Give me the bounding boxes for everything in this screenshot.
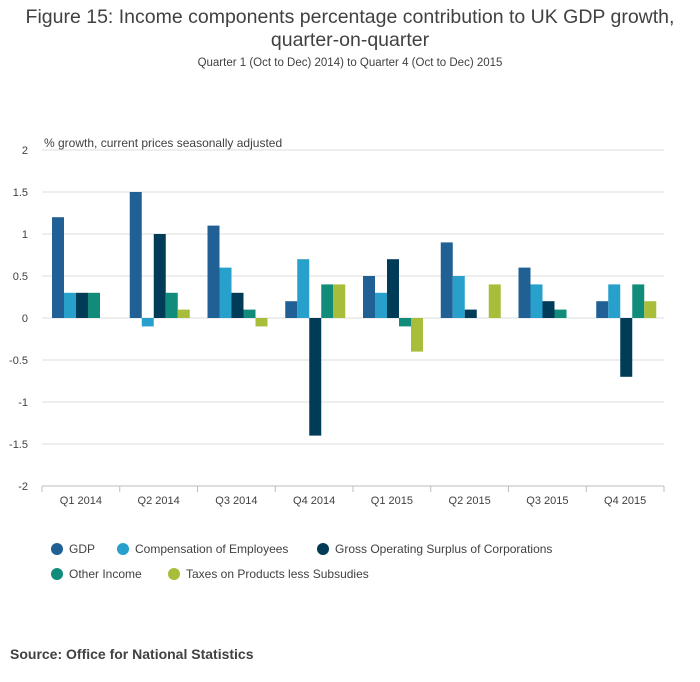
bar-gross-operating-surplus-of-corporations — [309, 318, 322, 436]
bar-compensation-of-employees — [608, 284, 621, 318]
bar-gdp — [285, 301, 298, 318]
bar-taxes-on-products-less-subsudies — [411, 318, 423, 352]
bar-gross-operating-surplus-of-corporations — [153, 234, 166, 318]
bar-other-income — [554, 309, 567, 318]
legend-label: Taxes on Products less Subsudies — [186, 567, 369, 581]
legend-item[interactable]: GDP — [51, 542, 95, 556]
y-tick-label: -1.5 — [9, 439, 28, 451]
bar-gross-operating-surplus-of-corporations — [387, 259, 399, 318]
bar-taxes-on-products-less-subsudies — [177, 309, 190, 318]
bar-other-income — [632, 284, 645, 318]
y-tick-label: 2 — [22, 145, 28, 157]
bar-other-income — [88, 292, 100, 318]
bar-compensation-of-employees — [375, 292, 387, 318]
x-tick-label: Q4 2015 — [604, 495, 646, 507]
bar-compensation-of-employees — [452, 276, 465, 318]
legend-item[interactable]: Taxes on Products less Subsudies — [168, 567, 369, 581]
bar-taxes-on-products-less-subsudies — [255, 318, 268, 327]
bar-chart: 2 1.5 1 0.5 0 -0.5 -1 -1.5 -2 % growth, current p… — [9, 136, 665, 581]
y-tick-label: -1 — [18, 397, 28, 409]
bar-compensation-of-employees — [64, 292, 76, 318]
source-note: Source: Office for National Statistics — [10, 646, 254, 662]
y-tick-label: 1 — [22, 229, 28, 241]
bar-compensation-of-employees — [141, 318, 154, 327]
x-tick-label: Q1 2014 — [60, 495, 102, 507]
x-tick-label: Q3 2015 — [526, 495, 568, 507]
chart-title-line-1: Figure 15: Income components percentage … — [25, 6, 675, 28]
x-tick-label: Q4 2014 — [293, 495, 335, 507]
y-tick-label: 0.5 — [13, 271, 28, 283]
x-tick-label: Q2 2014 — [138, 495, 180, 507]
bar-taxes-on-products-less-subsudies — [333, 284, 346, 318]
x-tick-label: Q1 2015 — [371, 495, 413, 507]
bar-gdp — [596, 301, 609, 318]
bar-gross-operating-surplus-of-corporations — [542, 301, 555, 318]
legend-item[interactable]: Gross Operating Surplus of Corporations — [317, 542, 552, 556]
bar-gdp — [52, 217, 64, 318]
chart-title-line-2: quarter-on-quarter — [270, 29, 430, 51]
bar-other-income — [165, 292, 178, 318]
x-tick-label: Q3 2014 — [215, 495, 257, 507]
bar-compensation-of-employees — [219, 267, 232, 318]
bar-gdp — [207, 225, 220, 318]
bar-other-income — [399, 318, 411, 327]
bar-gross-operating-surplus-of-corporations — [464, 309, 477, 318]
y-tick-label: -0.5 — [9, 355, 28, 367]
y-axis-label: % growth, current prices seasonally adju… — [44, 136, 282, 150]
legend-swatch — [51, 543, 63, 555]
legend-swatch — [317, 543, 329, 555]
legend-item[interactable]: Compensation of Employees — [117, 542, 288, 556]
legend-label: Other Income — [69, 567, 142, 581]
chart-subtitle: Quarter 1 (Oct to Dec) 2014) to Quarter … — [197, 57, 503, 69]
legend-label: Gross Operating Surplus of Corporations — [335, 542, 552, 556]
bar-other-income — [321, 284, 334, 318]
bar-gross-operating-surplus-of-corporations — [76, 292, 88, 318]
bar-taxes-on-products-less-subsudies — [644, 301, 657, 318]
legend-swatch — [168, 568, 180, 580]
bar-gross-operating-surplus-of-corporations — [231, 292, 244, 318]
y-tick-label: 1.5 — [13, 187, 28, 199]
legend-label: Compensation of Employees — [135, 542, 288, 556]
bar-other-income — [243, 309, 256, 318]
bar-gross-operating-surplus-of-corporations — [620, 318, 633, 377]
x-tick-label: Q2 2015 — [449, 495, 491, 507]
bar-gdp — [440, 242, 453, 318]
bar-taxes-on-products-less-subsudies — [488, 284, 501, 318]
bar-gdp — [518, 267, 531, 318]
legend-swatch — [51, 568, 63, 580]
bar-gdp — [129, 192, 142, 318]
y-tick-label: 0 — [22, 313, 28, 325]
bar-compensation-of-employees — [297, 259, 310, 318]
legend-label: GDP — [69, 542, 95, 556]
legend-swatch — [117, 543, 129, 555]
bar-compensation-of-employees — [530, 284, 543, 318]
chart-title: Figure 15: Income components percentage … — [0, 6, 700, 52]
y-tick-label: -2 — [18, 481, 28, 493]
legend-item[interactable]: Other Income — [51, 567, 142, 581]
bar-gdp — [363, 276, 375, 318]
